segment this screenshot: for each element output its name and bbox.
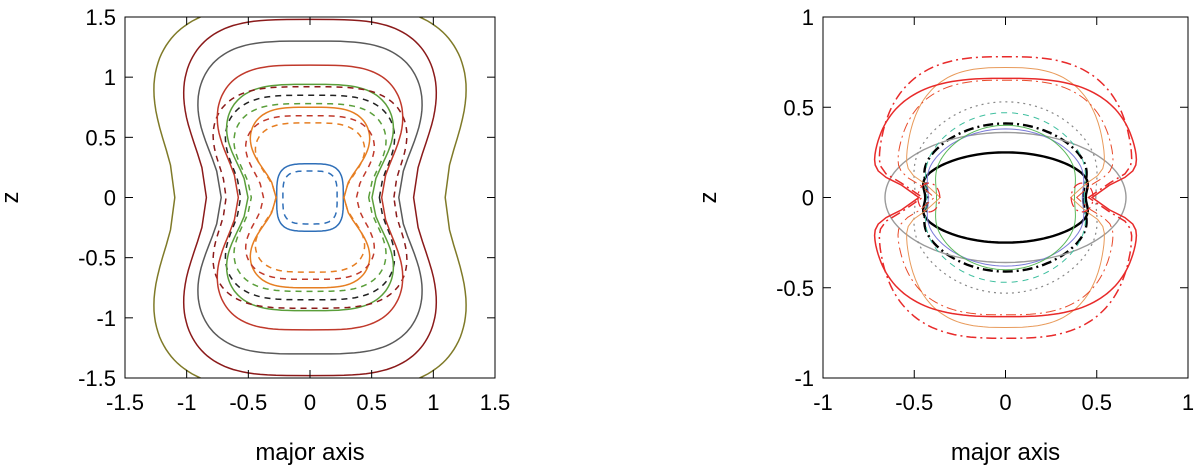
x-axis-label: major axis bbox=[951, 439, 1060, 466]
contour-line-10 bbox=[197, 40, 423, 355]
y-tick-label: -1 bbox=[96, 306, 116, 331]
contour-line-12 bbox=[153, 17, 467, 378]
y-tick-label: 1 bbox=[802, 5, 814, 30]
contour-line-2 bbox=[884, 131, 1127, 264]
y-axis-label: z bbox=[695, 192, 722, 204]
contour-line-5 bbox=[233, 102, 387, 293]
contour-line-8 bbox=[212, 86, 408, 309]
y-tick-label: -0.5 bbox=[78, 246, 116, 271]
x-tick-label: 0.5 bbox=[356, 390, 387, 415]
y-tick-label: -1 bbox=[794, 366, 814, 391]
x-tick-label: 1 bbox=[427, 390, 439, 415]
y-tick-label: 0 bbox=[802, 186, 814, 211]
series-group bbox=[153, 17, 467, 378]
contour-line-11 bbox=[917, 182, 941, 213]
left-contour-plot: -1.5 -1 -0.5 0 0.5 1 1.5 -1.5 -1 -0.5 0 0.5 1 1.5 majo… bbox=[0, 5, 510, 466]
x-tick-label: -0.5 bbox=[229, 390, 267, 415]
contour-line-6 bbox=[913, 101, 1098, 294]
plot-frame bbox=[124, 16, 496, 379]
contour-line-0 bbox=[921, 151, 1090, 244]
contour-line-4 bbox=[925, 112, 1086, 283]
right-contour-plot: -1 -0.5 0 0.5 1 -1 -0.5 0 0.5 1 major axis z bbox=[695, 5, 1194, 466]
contour-line-11 bbox=[182, 18, 438, 377]
y-tick-label: -1.5 bbox=[78, 366, 116, 391]
contour-line-5 bbox=[935, 124, 1076, 271]
y-tick-label: 0 bbox=[104, 186, 116, 211]
y-tick-label: -0.5 bbox=[776, 276, 814, 301]
contour-line-12 bbox=[1070, 182, 1094, 213]
contour-line-8 bbox=[897, 79, 1114, 316]
x-tick-label: 0 bbox=[999, 390, 1011, 415]
contour-line-7 bbox=[225, 83, 395, 312]
contour-line-9 bbox=[216, 64, 404, 331]
contour-line-4 bbox=[244, 114, 376, 281]
x-tick-label: 1.5 bbox=[480, 390, 511, 415]
contour-line-0 bbox=[275, 163, 345, 232]
series-group bbox=[873, 55, 1138, 340]
x-tick-label: -1 bbox=[177, 390, 197, 415]
contour-line-3 bbox=[254, 122, 366, 273]
contour-line-10 bbox=[878, 55, 1133, 340]
contour-line-2 bbox=[249, 106, 371, 289]
x-tick-label: 0 bbox=[304, 390, 316, 415]
y-tick-label: 0.5 bbox=[783, 95, 814, 120]
y-tick-label: 1.5 bbox=[85, 5, 116, 30]
plot-frame bbox=[822, 16, 1189, 379]
x-axis-label: major axis bbox=[255, 439, 364, 466]
contour-line-3 bbox=[926, 128, 1085, 267]
contour-line-9 bbox=[873, 77, 1138, 318]
y-tick-label: 1 bbox=[104, 65, 116, 90]
y-tick-label: 0.5 bbox=[85, 125, 116, 150]
x-tick-label: -1.5 bbox=[106, 390, 144, 415]
x-tick-label: -1 bbox=[813, 390, 833, 415]
x-tick-label: 1 bbox=[1182, 390, 1194, 415]
y-axis-label: z bbox=[0, 192, 24, 204]
contour-line-1 bbox=[282, 170, 338, 225]
x-tick-label: 0.5 bbox=[1081, 390, 1112, 415]
x-tick-label: -0.5 bbox=[895, 390, 933, 415]
